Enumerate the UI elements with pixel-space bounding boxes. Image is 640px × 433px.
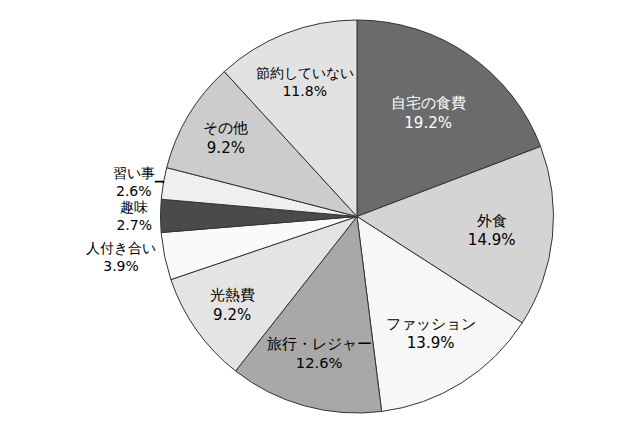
svg-text:その他9.2%: その他9.2%	[203, 119, 248, 157]
svg-text:趣味2.7%: 趣味2.7%	[116, 199, 152, 233]
svg-text:節約していない11.8%: 節約していない11.8%	[256, 65, 354, 99]
svg-text:自宅の食費19.2%: 自宅の食費19.2%	[391, 94, 466, 132]
svg-text:習い事2.6%: 習い事2.6%	[113, 165, 155, 199]
svg-text:ファッション13.9%: ファッション13.9%	[386, 315, 476, 353]
svg-text:外食14.9%: 外食14.9%	[468, 212, 516, 250]
svg-text:光熱費9.2%: 光熱費9.2%	[210, 286, 255, 324]
svg-text:人付き合い3.9%: 人付き合い3.9%	[86, 240, 156, 274]
svg-text:旅行・レジャー12.6%: 旅行・レジャー12.6%	[267, 335, 372, 371]
